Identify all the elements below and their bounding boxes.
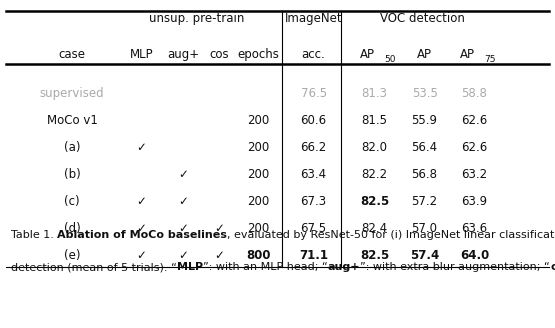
Text: 58.8: 58.8 [462,87,487,100]
Text: 63.6: 63.6 [461,222,488,235]
Text: ”: with an MLP head; “: ”: with an MLP head; “ [203,262,328,272]
Text: 200: 200 [247,114,269,127]
Text: 82.2: 82.2 [361,168,388,181]
Text: 50: 50 [384,55,395,64]
Text: 63.2: 63.2 [461,168,488,181]
Text: cos: cos [209,48,229,61]
Text: 82.5: 82.5 [360,249,389,262]
Text: (d): (d) [64,222,80,235]
Text: epochs: epochs [237,48,279,61]
Text: 63.4: 63.4 [300,168,327,181]
Text: MLP: MLP [177,262,203,272]
Text: ✓: ✓ [178,249,188,262]
Text: MLP: MLP [130,48,153,61]
Text: Table 1.: Table 1. [11,230,58,239]
Text: 55.9: 55.9 [412,114,437,127]
Text: 800: 800 [246,249,270,262]
Text: unsup. pre-train: unsup. pre-train [149,11,245,25]
Text: ✓: ✓ [178,222,188,235]
Text: 82.5: 82.5 [360,195,389,208]
Text: 57.2: 57.2 [411,195,438,208]
Text: ✓: ✓ [178,195,188,208]
Text: 57.0: 57.0 [412,222,437,235]
Text: AP: AP [460,48,475,61]
Text: 66.2: 66.2 [300,141,327,154]
Text: aug+: aug+ [167,48,199,61]
Text: ✓: ✓ [214,222,224,235]
Text: 60.6: 60.6 [300,114,327,127]
Text: AP: AP [360,48,375,61]
Text: acc.: acc. [302,48,325,61]
Text: 57.4: 57.4 [410,249,439,262]
Text: 82.4: 82.4 [361,222,388,235]
Text: 56.4: 56.4 [411,141,438,154]
Text: ✓: ✓ [137,141,147,154]
Text: (c): (c) [64,195,80,208]
Text: ✓: ✓ [214,249,224,262]
Text: 53.5: 53.5 [412,87,437,100]
Text: 64.0: 64.0 [460,249,489,262]
Text: 200: 200 [247,141,269,154]
Text: ✓: ✓ [178,168,188,181]
Text: cos: cos [550,262,555,272]
Text: 62.6: 62.6 [461,114,488,127]
Text: ✓: ✓ [137,249,147,262]
Text: 82.0: 82.0 [362,141,387,154]
Text: AP: AP [417,48,432,61]
Text: 200: 200 [247,195,269,208]
Text: detection (mean of 5 trials). “: detection (mean of 5 trials). “ [11,262,177,272]
Text: ”: with extra blur augmentation; “: ”: with extra blur augmentation; “ [360,262,550,272]
Text: supervised: supervised [40,87,104,100]
Text: (e): (e) [64,249,80,262]
Text: 200: 200 [247,222,269,235]
Text: case: case [59,48,85,61]
Text: 67.3: 67.3 [300,195,327,208]
Text: (b): (b) [64,168,80,181]
Text: , evaluated by ResNet-50 for (i) ImageNet linear classification, and (ii) fine-t: , evaluated by ResNet-50 for (i) ImageNe… [228,230,555,239]
Text: 62.6: 62.6 [461,141,488,154]
Text: 81.5: 81.5 [362,114,387,127]
Text: 67.5: 67.5 [300,222,327,235]
Text: ImageNet: ImageNet [285,11,342,25]
Text: 63.9: 63.9 [461,195,488,208]
Text: 200: 200 [247,168,269,181]
Text: 56.8: 56.8 [412,168,437,181]
Text: 71.1: 71.1 [299,249,328,262]
Text: 75: 75 [484,55,495,64]
Text: ✓: ✓ [137,222,147,235]
Text: (a): (a) [64,141,80,154]
Text: ✓: ✓ [137,195,147,208]
Text: MoCo v1: MoCo v1 [47,114,98,127]
Text: VOC detection: VOC detection [381,11,465,25]
Text: 81.3: 81.3 [362,87,387,100]
Text: aug+: aug+ [328,262,360,272]
Text: 76.5: 76.5 [300,87,327,100]
Text: Ablation of MoCo baselines: Ablation of MoCo baselines [58,230,228,239]
